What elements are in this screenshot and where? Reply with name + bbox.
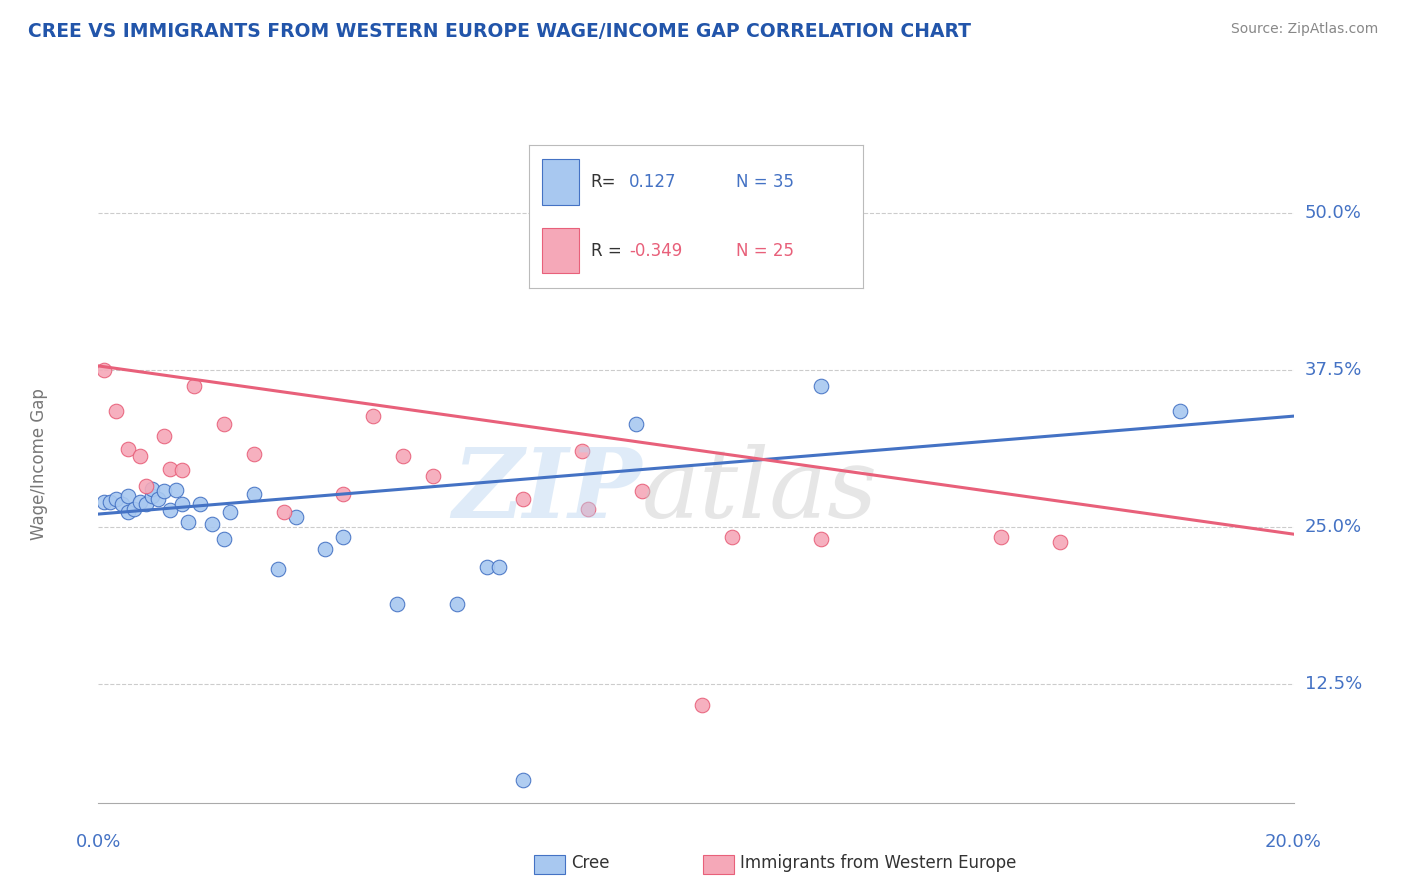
Text: Immigrants from Western Europe: Immigrants from Western Europe xyxy=(740,855,1017,872)
Point xyxy=(135,497,157,511)
Point xyxy=(135,479,157,493)
Point xyxy=(172,497,194,511)
Point xyxy=(332,487,354,501)
Point xyxy=(385,598,409,612)
Point xyxy=(165,483,187,498)
Point xyxy=(578,502,600,516)
Point xyxy=(117,442,139,456)
Point xyxy=(446,598,468,612)
Point xyxy=(1168,404,1191,418)
Point xyxy=(212,532,235,546)
Point xyxy=(117,504,139,518)
Point xyxy=(810,379,832,393)
Point xyxy=(111,497,134,511)
Point xyxy=(159,503,181,517)
Text: Source: ZipAtlas.com: Source: ZipAtlas.com xyxy=(1230,22,1378,37)
Point xyxy=(631,484,654,499)
Text: atlas: atlas xyxy=(643,444,879,538)
Point xyxy=(392,450,415,464)
Point xyxy=(159,462,181,476)
Point xyxy=(243,447,266,461)
Point xyxy=(475,559,498,574)
Text: 0.0%: 0.0% xyxy=(76,833,121,851)
Point xyxy=(1049,534,1071,549)
Point xyxy=(284,509,307,524)
Point xyxy=(117,490,139,504)
Text: 20.0%: 20.0% xyxy=(1265,833,1322,851)
Text: 50.0%: 50.0% xyxy=(1305,203,1361,222)
Point xyxy=(690,698,713,712)
Point xyxy=(201,517,224,532)
Point xyxy=(141,482,163,496)
Point xyxy=(624,417,647,431)
Point xyxy=(188,497,211,511)
Point xyxy=(512,491,534,506)
Point xyxy=(267,562,290,576)
Point xyxy=(363,409,385,424)
Point xyxy=(172,463,194,477)
Text: Cree: Cree xyxy=(571,855,609,872)
Point xyxy=(810,532,832,546)
Point xyxy=(488,559,510,574)
Point xyxy=(243,487,266,501)
Point xyxy=(273,504,295,518)
Point xyxy=(153,484,176,499)
Point xyxy=(183,379,205,393)
Text: 12.5%: 12.5% xyxy=(1305,674,1362,692)
Point xyxy=(422,469,444,483)
Point xyxy=(315,542,337,557)
Text: ZIP: ZIP xyxy=(453,444,643,538)
Point xyxy=(124,502,146,516)
Point xyxy=(332,530,354,544)
Point xyxy=(98,494,122,508)
Point xyxy=(571,444,593,458)
Point xyxy=(105,404,128,418)
Point xyxy=(93,362,115,376)
Point xyxy=(990,530,1012,544)
Point xyxy=(512,773,534,788)
Text: 25.0%: 25.0% xyxy=(1305,517,1362,535)
Point xyxy=(745,271,768,285)
Point xyxy=(177,515,200,529)
Point xyxy=(148,491,170,506)
Point xyxy=(212,417,235,431)
Point xyxy=(219,504,242,518)
Text: Wage/Income Gap: Wage/Income Gap xyxy=(30,388,48,540)
Point xyxy=(721,530,744,544)
Point xyxy=(93,494,115,508)
Point xyxy=(153,429,176,443)
Point xyxy=(129,450,152,464)
Point xyxy=(105,491,128,506)
Point xyxy=(141,490,163,504)
Point xyxy=(129,494,152,508)
Text: CREE VS IMMIGRANTS FROM WESTERN EUROPE WAGE/INCOME GAP CORRELATION CHART: CREE VS IMMIGRANTS FROM WESTERN EUROPE W… xyxy=(28,22,972,41)
Text: 37.5%: 37.5% xyxy=(1305,360,1362,379)
